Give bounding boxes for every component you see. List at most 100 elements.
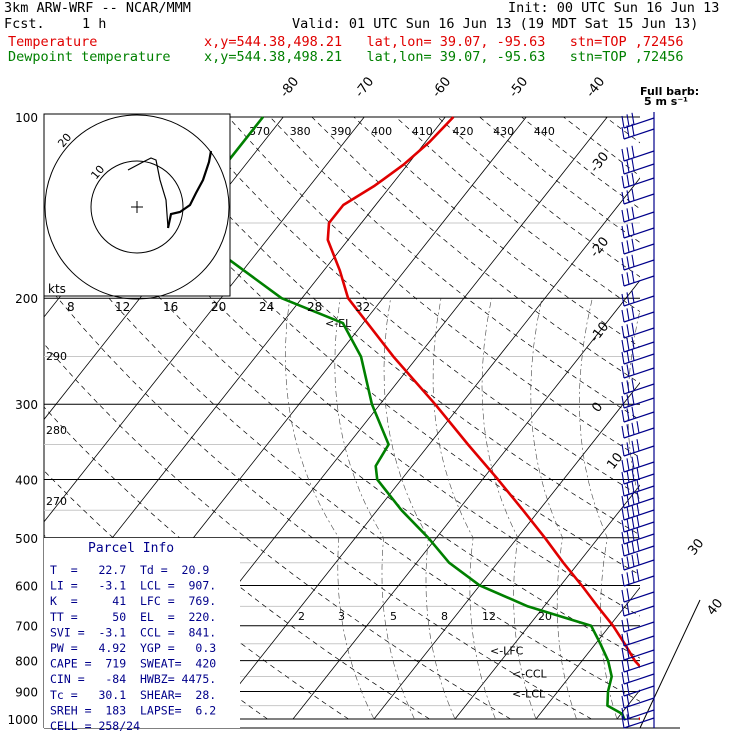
isotherm bbox=[698, 117, 740, 719]
theta-e-label: 270 bbox=[46, 495, 67, 508]
annotation-ccl: <-CCL bbox=[512, 668, 548, 681]
wind-barb-flag bbox=[621, 115, 625, 129]
moist-adiabat bbox=[432, 298, 496, 720]
wind-barb-flag bbox=[621, 148, 625, 162]
wind-barb-flag bbox=[621, 619, 625, 633]
wind-barb-flag bbox=[636, 553, 640, 566]
wind-barb-flag bbox=[631, 145, 635, 158]
wind-barb-flag bbox=[631, 456, 635, 469]
wind-barb-flag bbox=[631, 222, 635, 235]
pressure-label-900: 900 bbox=[15, 685, 38, 699]
dry-adiabat bbox=[479, 116, 640, 243]
hodograph-ring-label: 20 bbox=[211, 300, 226, 314]
dry-adiabat bbox=[44, 343, 511, 720]
wind-barb-flag bbox=[621, 695, 625, 709]
isotherm-label: 30 bbox=[685, 536, 707, 558]
parcel-info-row: TT = 50 EL = 220. bbox=[50, 610, 216, 624]
isotherm bbox=[44, 116, 365, 523]
pressure-label-600: 600 bbox=[15, 579, 38, 593]
wind-barb-flag bbox=[621, 425, 625, 439]
wind-barb-flag bbox=[626, 482, 630, 495]
model-title: 3km ARW-WRF -- NCAR/MMM bbox=[4, 0, 191, 16]
hodograph-unit: kts bbox=[48, 282, 66, 296]
hodograph-ring-10 bbox=[90, 160, 184, 254]
wind-barb-flag bbox=[626, 224, 630, 237]
wind-barb-flag bbox=[621, 395, 625, 409]
isotherm-label: -60 bbox=[429, 74, 454, 100]
wind-barb-flag bbox=[621, 273, 625, 287]
wind-barb-flag bbox=[626, 380, 630, 393]
wind-barb-flag bbox=[621, 409, 625, 423]
wind-barb-flag bbox=[631, 516, 635, 529]
wind-barb-flag bbox=[626, 518, 630, 531]
wind-barb-flag bbox=[626, 256, 630, 269]
mixing-ratio-label: 2 bbox=[298, 610, 305, 623]
wind-barb-flag bbox=[621, 659, 625, 673]
wind-barb-flag bbox=[626, 618, 630, 631]
wind-barb-flag bbox=[621, 443, 625, 457]
wind-barb-flag bbox=[621, 543, 625, 557]
parcel-info-row: LI = -3.1 LCL = 907. bbox=[50, 579, 216, 593]
theta-label: 390 bbox=[330, 125, 351, 138]
dry-adiabat bbox=[521, 116, 640, 210]
hodograph-ring-20 bbox=[44, 114, 230, 300]
moist-adiabat bbox=[579, 298, 618, 720]
forecast-label: Fcst. bbox=[4, 16, 45, 32]
dry-adiabat bbox=[269, 116, 640, 421]
parcel-info-row: T = 22.7 Td = 20.9 bbox=[50, 563, 209, 577]
temperature-line bbox=[326, 116, 640, 721]
moist-adiabat bbox=[676, 298, 698, 719]
wind-barb-flag bbox=[636, 539, 640, 552]
wind-barb-flag bbox=[636, 515, 640, 528]
wind-barb-flag bbox=[626, 324, 630, 337]
wind-barb-flag bbox=[631, 422, 635, 435]
wind-barb-flag bbox=[636, 527, 640, 540]
wind-barb-flag bbox=[636, 467, 640, 480]
wind-barb-flag bbox=[631, 392, 635, 405]
wind-barb-flag bbox=[621, 459, 625, 473]
theta-e-label: 290 bbox=[46, 350, 67, 363]
wind-barb-flag bbox=[631, 528, 635, 541]
annotation-el: <-EL bbox=[325, 317, 352, 330]
parcel-info-panel bbox=[44, 538, 240, 728]
wind-barb-flag bbox=[636, 421, 640, 434]
wind-barb-flag bbox=[626, 556, 630, 569]
isotherm-label: -10 bbox=[587, 319, 612, 345]
wind-barb-flag bbox=[621, 589, 625, 603]
wind-barb-flag bbox=[626, 646, 630, 659]
wind-barb-flag bbox=[631, 206, 635, 219]
pressure-label-1000: 1000 bbox=[7, 713, 38, 727]
hodograph-ring-label: 16 bbox=[163, 300, 178, 314]
theta-label: 430 bbox=[493, 125, 514, 138]
wind-barb-flag bbox=[626, 542, 630, 555]
wind-barb-flag bbox=[626, 588, 630, 601]
pressure-label-400: 400 bbox=[15, 473, 38, 487]
parcel-info-row: CELL = 258/24 bbox=[50, 719, 140, 733]
dewpoint-location: x,y=544.38,498.21 lat,lon= 39.07, -95.63… bbox=[204, 49, 684, 65]
pressure-label-300: 300 bbox=[15, 398, 38, 412]
wind-barb-flag bbox=[631, 570, 635, 583]
wind-barb-flag bbox=[631, 492, 635, 505]
isotherm-label: -80 bbox=[277, 74, 302, 100]
wind-barb-flag bbox=[626, 658, 630, 671]
theta-label: 410 bbox=[412, 125, 433, 138]
moist-adiabat bbox=[724, 298, 740, 719]
wind-barb-flag bbox=[631, 540, 635, 553]
wind-barb-flag bbox=[626, 602, 630, 615]
dry-adiabat bbox=[353, 116, 640, 348]
wind-barb-flag bbox=[621, 519, 625, 533]
wind-barb-flag bbox=[631, 504, 635, 517]
isotherm-label: -40 bbox=[583, 74, 608, 100]
theta-e-label: 280 bbox=[46, 424, 67, 437]
wind-barb-flag bbox=[631, 348, 635, 361]
wind-barb-flag bbox=[626, 458, 630, 471]
wind-barb-flag bbox=[621, 325, 625, 339]
wind-barb-flag bbox=[626, 714, 630, 727]
wind-barb-flag bbox=[626, 272, 630, 285]
moist-adiabat bbox=[285, 298, 375, 720]
isotherm-label: -70 bbox=[352, 74, 377, 100]
wind-barb-flag bbox=[626, 174, 630, 187]
wind-barb-flag bbox=[631, 306, 635, 319]
wind-barb-flag bbox=[626, 350, 630, 363]
isotherm-label: 40 bbox=[704, 596, 726, 618]
